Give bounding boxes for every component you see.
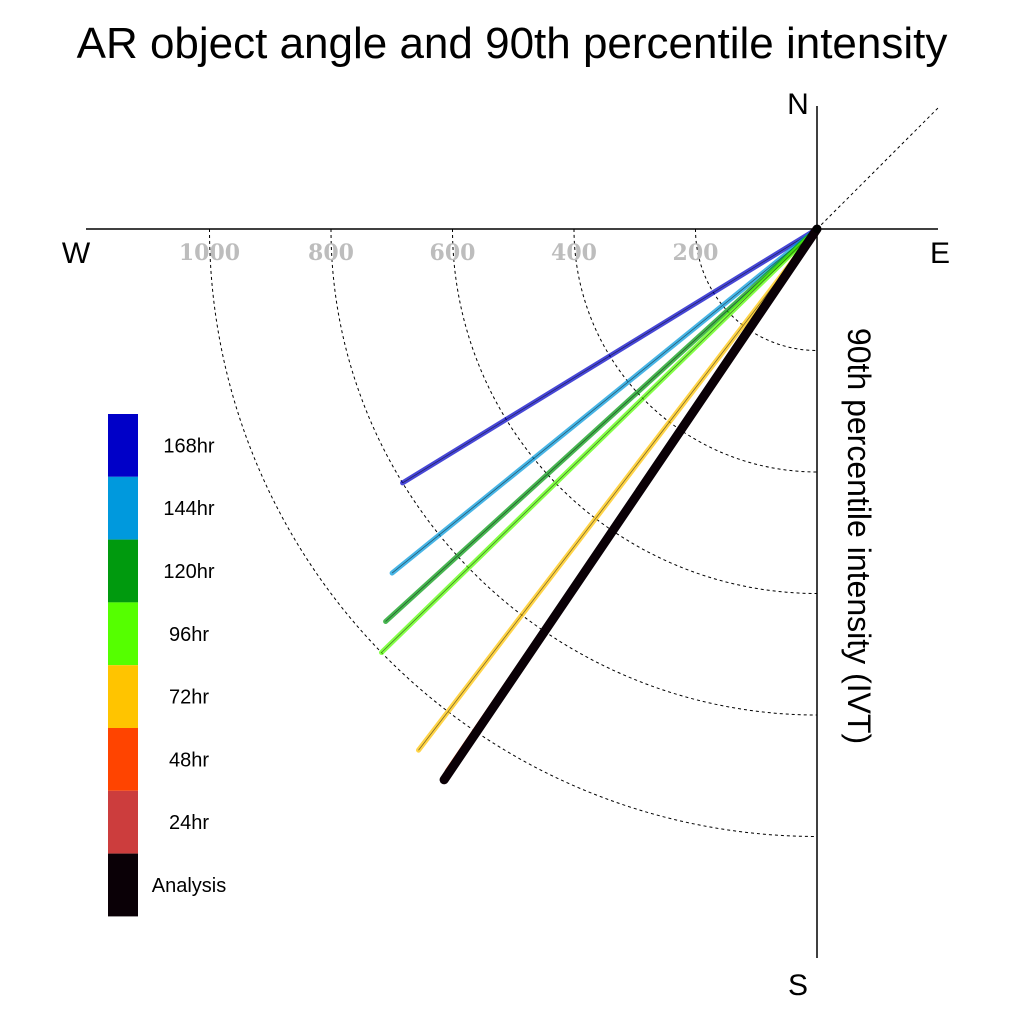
radial-tick-labels: 200 400 600 800 1000: [179, 240, 719, 266]
vector-series: [379, 224, 822, 785]
legend-label-144hr: 144hr: [163, 498, 214, 520]
legend-swatch-analysis: [108, 853, 138, 917]
legend-label-48hr: 48hr: [169, 749, 209, 771]
radial-tick-label: 600: [430, 240, 476, 266]
origin-point: [813, 225, 821, 233]
vector-72hr-center: [418, 228, 818, 751]
grid-arc-200: [695, 228, 818, 351]
y-axis-label: 90th percentile intensity (IVT): [841, 328, 877, 744]
legend-swatch-144hr: [108, 476, 138, 540]
compass-east: E: [930, 237, 950, 270]
radial-tick-label: 400: [551, 240, 597, 266]
legend-label-168hr: 168hr: [163, 435, 214, 457]
legend-label-120hr: 120hr: [163, 561, 214, 583]
radial-grid: [209, 228, 818, 837]
legend-label-24hr: 24hr: [169, 812, 209, 834]
legend-swatch-120hr: [108, 539, 138, 603]
grid-arc-400: [573, 228, 818, 473]
chart-title: AR object angle and 90th percentile inte…: [77, 19, 948, 68]
legend-swatch-96hr: [108, 602, 138, 666]
vector-168hr-center: [402, 228, 818, 484]
legend-label-72hr: 72hr: [169, 687, 209, 709]
compass-north: N: [787, 88, 809, 121]
compass-south: S: [788, 969, 808, 1002]
legend-swatch-48hr: [108, 728, 138, 791]
legend: 168hr 144hr 120hr 96hr 72hr 48hr 24hr Analysis: [108, 414, 226, 917]
vector-analysis: [439, 224, 822, 785]
diagonal-reference-line: [816, 105, 941, 230]
compass-west: W: [62, 237, 91, 270]
radial-tick-label: 1000: [179, 240, 240, 266]
legend-label-analysis: Analysis: [152, 875, 226, 897]
vector-96hr-center: [381, 228, 818, 653]
grid-arc-1000: [209, 228, 818, 837]
vector-144hr-center: [391, 228, 818, 574]
legend-label-96hr: 96hr: [169, 624, 209, 646]
vector-120hr-center: [385, 228, 818, 622]
grid-arc-600: [452, 228, 818, 594]
legend-swatch-168hr: [108, 414, 138, 477]
grid-arc-800: [330, 228, 818, 716]
radial-tick-label: 800: [308, 240, 354, 266]
legend-swatch-72hr: [108, 665, 138, 728]
legend-swatch-24hr: [108, 790, 138, 854]
radial-tick-label: 200: [673, 240, 719, 266]
